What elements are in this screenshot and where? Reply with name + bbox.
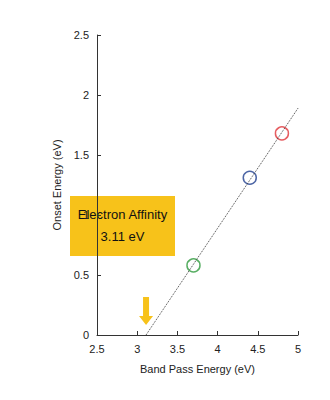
svg-text:Electron Affinity: Electron Affinity (78, 207, 168, 222)
svg-text:2.5: 2.5 (89, 343, 104, 355)
svg-text:0.5: 0.5 (74, 269, 89, 281)
svg-text:1: 1 (83, 209, 89, 221)
svg-text:4.5: 4.5 (250, 343, 265, 355)
svg-text:4: 4 (215, 343, 221, 355)
svg-text:3.5: 3.5 (170, 343, 185, 355)
svg-text:Band Pass Energy (eV): Band Pass Energy (eV) (140, 363, 255, 375)
svg-text:3: 3 (134, 343, 140, 355)
svg-text:0: 0 (83, 329, 89, 341)
svg-text:1.5: 1.5 (74, 149, 89, 161)
svg-text:Onset Energy (eV): Onset Energy (eV) (51, 139, 63, 230)
svg-text:2: 2 (83, 89, 89, 101)
svg-text:2.5: 2.5 (74, 29, 89, 41)
svg-text:3.11 eV: 3.11 eV (101, 229, 145, 244)
svg-text:5: 5 (295, 343, 301, 355)
